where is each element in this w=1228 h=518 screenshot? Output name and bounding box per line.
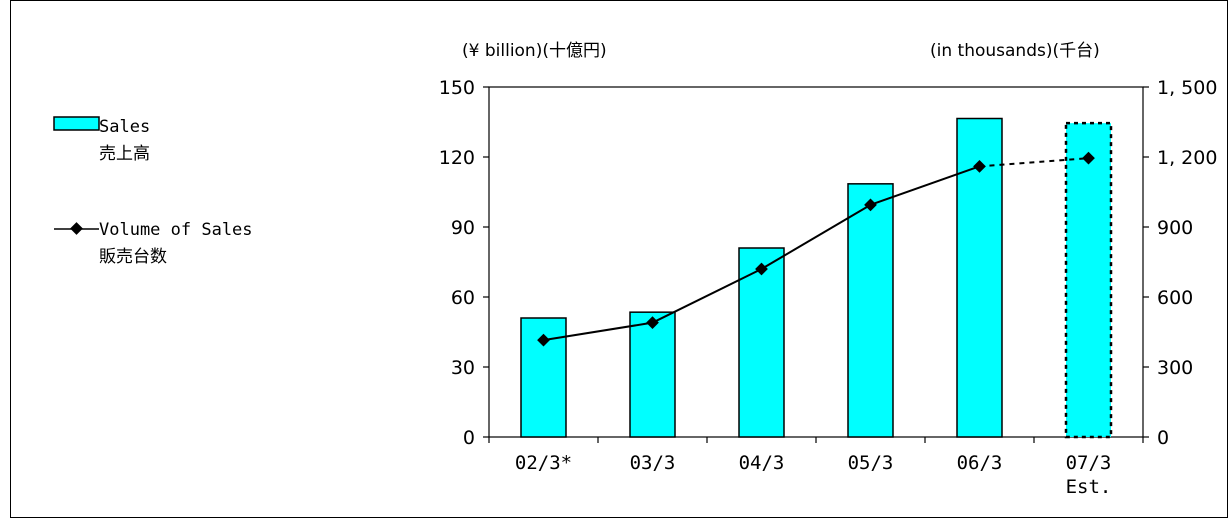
y-left-tick-label: 150 [439, 77, 475, 99]
bar-03-3 [629, 311, 676, 438]
y-left-tick-label: 60 [451, 287, 475, 309]
bar-07-3 [1064, 121, 1113, 439]
legend-sales-label-ja: 売上高 [99, 144, 150, 164]
x-tick-label: 07/3 [1066, 452, 1112, 474]
y-left-unit-label: (¥ billion)(十億円) [462, 41, 607, 61]
y-right-tick-label: 300 [1157, 357, 1193, 379]
x-tick-sublabel: Est. [1066, 476, 1112, 498]
line-segment [870, 165, 980, 206]
line-segment [543, 321, 653, 342]
legend-sales-label: Sales [99, 117, 150, 137]
legend-volume-label-ja: 販売台数 [99, 247, 167, 267]
y-axis-left: 0 30 60 90 120 150 [439, 77, 489, 449]
y-right-tick-label: 0 [1157, 427, 1169, 449]
y-right-tick-label: 1, 200 [1157, 147, 1217, 169]
y-left-tick-label: 0 [463, 427, 475, 449]
legend-sales-swatch [53, 116, 100, 131]
chart-canvas: Sales 売上高 Volume of Sales 販売台数 (¥ billio… [53, 41, 1217, 498]
y-right-unit-label: (in thousands)(千台) [930, 41, 1100, 61]
line-series-volume [537, 151, 1095, 347]
line-segment [760, 203, 872, 270]
y-right-tick-label: 1, 500 [1157, 77, 1217, 99]
legend: Sales 売上高 Volume of Sales 販売台数 [53, 116, 253, 267]
bar-05-3 [847, 183, 894, 438]
x-tick-label: 02/3* [515, 452, 572, 474]
x-tick-label: 06/3 [957, 452, 1003, 474]
line-segment [652, 268, 762, 324]
y-left-tick-label: 90 [451, 217, 475, 239]
y-axis-right: 0 300 600 900 1, 200 1, 500 [1143, 77, 1217, 449]
bar-04-3 [738, 247, 785, 438]
x-tick-label: 03/3 [630, 452, 676, 474]
legend-volume-label: Volume of Sales [99, 220, 253, 240]
y-left-tick-label: 120 [439, 147, 475, 169]
chart-frame: Sales 売上高 Volume of Sales 販売台数 (¥ billio… [10, 0, 1228, 518]
bar-series-sales [520, 117, 1113, 439]
x-tick-label: 05/3 [848, 452, 894, 474]
y-right-tick-label: 900 [1157, 217, 1193, 239]
plot-area [488, 86, 1144, 438]
line-segment [979, 157, 1089, 168]
x-tick-label: 04/3 [739, 452, 785, 474]
y-left-tick-label: 30 [451, 357, 475, 379]
legend-volume-marker [70, 222, 83, 235]
y-right-tick-label: 600 [1157, 287, 1193, 309]
